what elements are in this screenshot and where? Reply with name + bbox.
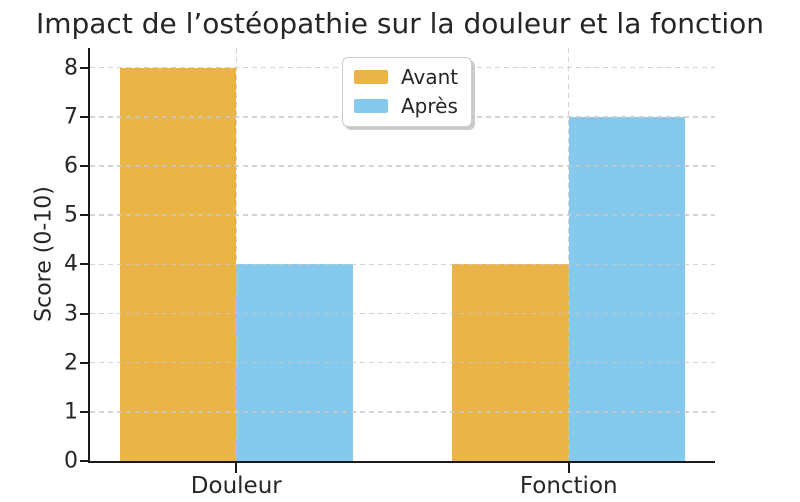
y-tick-mark (80, 214, 90, 217)
bar-avant-douleur (119, 67, 237, 461)
y-tick-label: 7 (64, 104, 78, 130)
x-tick-mark (567, 463, 570, 473)
legend-label-avant: Avant (401, 65, 459, 89)
y-tick-label: 6 (64, 153, 78, 179)
bar-après-fonction (568, 116, 686, 461)
x-tick-label-fonction: Fonction (519, 473, 618, 499)
y-tick-label: 2 (64, 350, 78, 376)
y-tick-label: 0 (64, 448, 78, 474)
y-tick-mark (80, 460, 90, 462)
y-tick-label: 4 (64, 251, 78, 277)
bar-après-douleur (236, 264, 353, 461)
y-tick-label: 3 (64, 301, 78, 326)
y-tick-mark (80, 115, 90, 118)
y-tick-mark (80, 66, 90, 69)
legend-entry-avant: Avant (354, 65, 458, 89)
y-tick-mark (80, 312, 90, 315)
legend: Avant Après (342, 57, 473, 127)
y-tick-label: 1 (64, 399, 78, 425)
legend-entry-apres: Après (354, 94, 458, 118)
chart-title: Impact de l’ostéopathie sur la douleur e… (35, 7, 765, 40)
bar-avant-fonction (452, 264, 569, 461)
y-tick-mark (80, 263, 90, 266)
y-tick-mark (80, 361, 90, 364)
legend-label-apres: Après (401, 94, 458, 118)
y-tick-mark (80, 165, 90, 167)
y-tick-label: 8 (64, 55, 78, 81)
y-tick-label: 5 (64, 202, 78, 228)
legend-swatch-apres (354, 99, 388, 113)
x-tick-mark (235, 463, 238, 473)
y-tick-mark (80, 410, 90, 413)
legend-swatch-avant (354, 70, 388, 84)
x-tick-label-douleur: Douleur (190, 473, 282, 499)
